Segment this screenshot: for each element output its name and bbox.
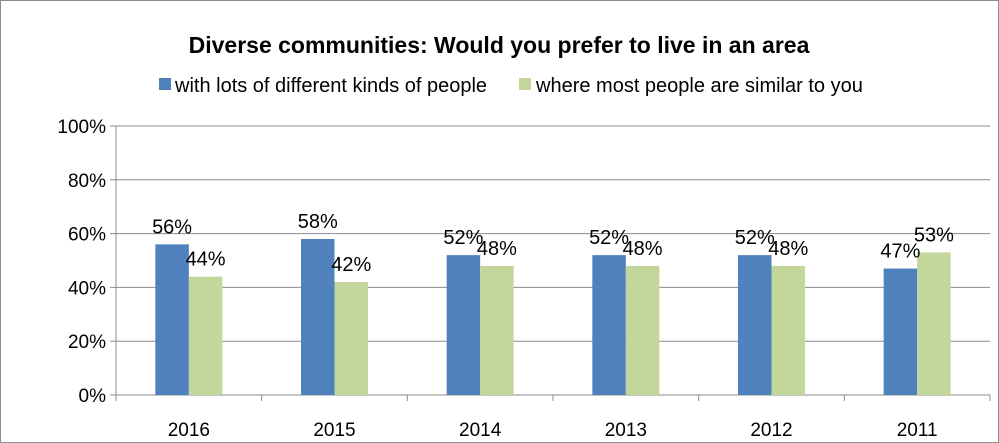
x-tick-label: 2013 [605,420,647,441]
bar-similar-2013 [625,265,660,395]
chart-axes [110,125,991,401]
x-tick-label: 2014 [459,420,502,441]
data-label: 52% [589,227,629,249]
data-label: 58% [298,211,338,233]
legend-label-series-1: with lots of different kinds of people [174,75,487,97]
y-tick-label: 100% [57,117,106,138]
data-label: 48% [623,238,663,260]
bar-different-kinds-2016 [155,244,189,395]
data-label: 52% [443,227,483,249]
chart-tick-labels: 0% 20% 40% 60% 80% 100% 2016 2015 2014 2013 2012 20… [57,117,937,441]
x-tick-label: 2012 [750,420,792,441]
legend-swatch-series-2 [519,78,531,90]
data-label: 53% [914,224,954,246]
bar-similar-2015 [334,282,369,395]
y-tick-label: 0% [79,386,107,407]
y-tick-label: 20% [68,332,106,353]
data-label: 56% [152,216,192,238]
chart-legend: with lots of different kinds of people w… [159,75,863,97]
data-label: 47% [880,241,920,263]
legend-swatch-series-1 [159,78,171,90]
bar-different-kinds-2015 [300,238,335,395]
bar-different-kinds-2014 [446,255,481,395]
x-tick-label: 2016 [168,420,210,441]
bar-similar-2011 [917,252,951,395]
data-label: 48% [768,238,808,260]
chart-bars [155,238,951,395]
chart-title: Diverse communities: Would you prefer to… [189,32,810,58]
y-tick-label: 80% [68,171,106,192]
data-label: 48% [477,238,517,260]
chart-gridlines [116,125,990,342]
chart-data-labels: 56%44%58%42%52%48% 52%48% 52%48% 47%53% [152,211,954,276]
bar-different-kinds-2013 [592,255,626,395]
bar-similar-2016 [188,276,223,395]
x-tick-label: 2015 [313,420,355,441]
bar-similar-2012 [771,265,806,395]
data-label: 44% [186,249,226,271]
y-tick-label: 40% [68,278,106,299]
legend-label-series-2: where most people are similar to you [535,75,863,97]
data-label: 42% [331,254,371,276]
bar-different-kinds-2012 [737,255,772,395]
bar-different-kinds-2011 [883,268,918,395]
x-tick-label: 2011 [897,420,938,441]
bar-similar-2014 [480,265,514,395]
data-label: 52% [735,227,775,249]
y-tick-label: 60% [68,225,106,246]
